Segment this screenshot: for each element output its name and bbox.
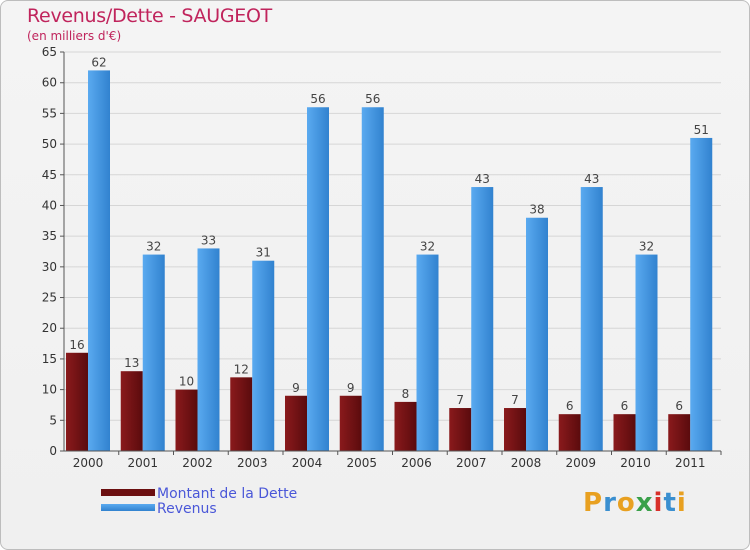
bar-revenus xyxy=(580,187,603,452)
y-tick-label: 10 xyxy=(42,383,57,397)
bar-dette xyxy=(120,371,143,451)
value-label-dette: 8 xyxy=(402,387,410,401)
value-label-revenus: 43 xyxy=(475,172,490,186)
value-label-revenus: 33 xyxy=(201,233,216,247)
value-label-dette: 9 xyxy=(347,381,355,395)
value-label-dette: 6 xyxy=(621,399,629,413)
x-tick-label: 2005 xyxy=(346,456,377,470)
bar-dette xyxy=(613,414,636,451)
bar-dette xyxy=(449,408,472,451)
value-label-dette: 7 xyxy=(456,393,464,407)
y-tick-label: 65 xyxy=(42,45,57,59)
value-label-dette: 6 xyxy=(566,399,574,413)
legend-swatch-dette xyxy=(101,488,155,496)
x-tick-label: 2004 xyxy=(292,456,323,470)
x-tick-label: 2008 xyxy=(511,456,542,470)
logo-letter: i xyxy=(653,488,664,518)
bar-revenus xyxy=(635,254,658,451)
chart-legend: Montant de la Dette Revenus xyxy=(101,487,297,517)
value-label-dette: 13 xyxy=(124,356,139,370)
value-label-dette: 6 xyxy=(675,399,683,413)
bar-revenus xyxy=(361,107,384,451)
y-tick-label: 15 xyxy=(42,352,57,366)
bar-dette xyxy=(285,395,307,451)
bar-revenus xyxy=(197,248,220,451)
chart-title: Revenus/Dette - SAUGEOT xyxy=(27,5,272,27)
bar-dette xyxy=(175,389,198,451)
value-label-revenus: 56 xyxy=(310,92,325,106)
x-tick-label: 2002 xyxy=(182,456,213,470)
x-tick-label: 2000 xyxy=(73,456,104,470)
x-tick-label: 2007 xyxy=(456,456,487,470)
bar-dette xyxy=(339,395,362,451)
value-label-revenus: 51 xyxy=(694,123,709,137)
legend-swatch-revenus xyxy=(101,503,155,511)
chart-subtitle: (en milliers d'€) xyxy=(27,29,122,43)
bar-dette xyxy=(230,377,253,451)
bar-revenus xyxy=(88,70,110,452)
bar-revenus xyxy=(690,137,713,451)
y-tick-label: 35 xyxy=(42,229,57,243)
y-tick-label: 0 xyxy=(49,444,57,458)
bar-revenus xyxy=(142,254,165,451)
y-tick-label: 30 xyxy=(42,260,57,274)
x-tick-label: 2011 xyxy=(675,456,706,470)
x-tick-label: 2006 xyxy=(401,456,432,470)
value-label-dette: 16 xyxy=(69,338,84,352)
legend-label-dette: Montant de la Dette xyxy=(157,486,298,502)
value-label-revenus: 32 xyxy=(639,240,654,254)
logo-letter: t xyxy=(663,488,677,518)
logo-letter: i xyxy=(676,488,687,518)
legend-label-revenus: Revenus xyxy=(157,501,217,517)
y-tick-label: 5 xyxy=(49,413,57,427)
bar-dette xyxy=(668,414,691,451)
y-tick-label: 40 xyxy=(42,198,57,212)
logo-letter: P xyxy=(583,488,604,518)
bar-revenus xyxy=(471,187,494,452)
value-label-revenus: 32 xyxy=(146,240,161,254)
value-label-revenus: 38 xyxy=(529,203,544,217)
value-label-dette: 10 xyxy=(179,375,194,389)
y-tick-label: 55 xyxy=(42,106,57,120)
x-tick-label: 2009 xyxy=(565,456,596,470)
y-tick-label: 45 xyxy=(42,168,57,182)
proxiti-logo: Proxiti xyxy=(583,488,687,518)
legend-item-dette: Montant de la Dette xyxy=(101,487,297,502)
x-tick-label: 2001 xyxy=(127,456,158,470)
bar-dette xyxy=(66,352,88,451)
legend-item-revenus: Revenus xyxy=(101,502,297,517)
value-label-revenus: 56 xyxy=(365,92,380,106)
bar-revenus xyxy=(307,107,329,451)
value-label-dette: 12 xyxy=(234,362,249,376)
y-tick-label: 20 xyxy=(42,321,57,335)
y-tick-label: 60 xyxy=(42,76,57,90)
value-label-revenus: 62 xyxy=(91,55,106,69)
value-label-revenus: 32 xyxy=(420,240,435,254)
bar-revenus xyxy=(526,217,548,451)
y-tick-label: 25 xyxy=(42,291,57,305)
bar-revenus xyxy=(252,260,275,451)
value-label-revenus: 31 xyxy=(256,246,271,260)
x-tick-label: 2003 xyxy=(237,456,268,470)
logo-letter: r xyxy=(603,488,617,518)
bar-dette xyxy=(394,401,417,451)
bar-revenus xyxy=(416,254,439,451)
x-tick-label: 2010 xyxy=(620,456,651,470)
y-tick-label: 50 xyxy=(42,137,57,151)
value-label-dette: 7 xyxy=(511,393,519,407)
bar-dette xyxy=(558,414,581,451)
logo-letter: o xyxy=(616,488,636,518)
logo-letter: x xyxy=(635,488,654,518)
value-label-dette: 9 xyxy=(292,381,300,395)
value-label-revenus: 43 xyxy=(584,172,599,186)
bar-dette xyxy=(504,408,526,451)
